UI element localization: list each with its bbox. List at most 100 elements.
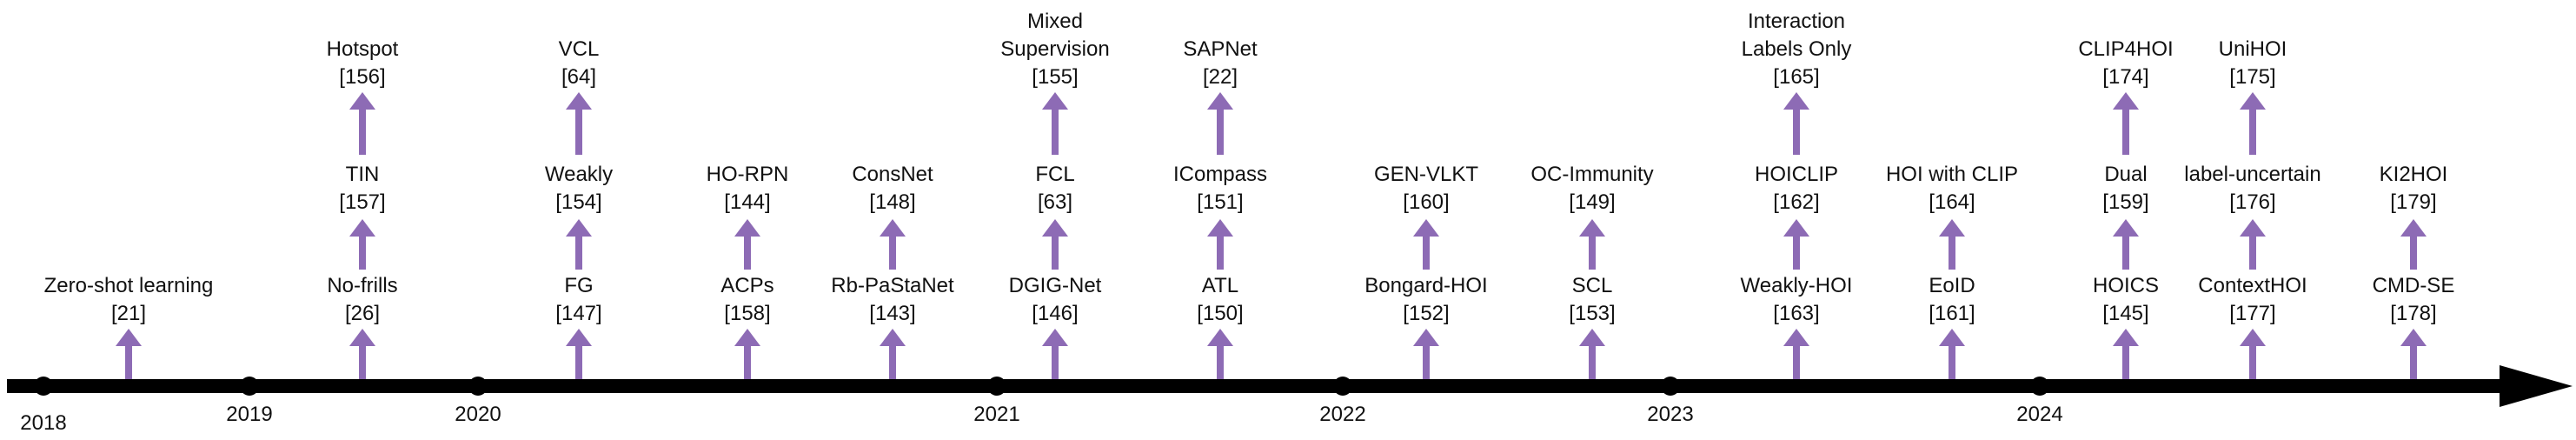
method-ref: [147] [555, 302, 601, 325]
method-label: No-frills [26] [327, 274, 397, 325]
method-ref: [156] [339, 65, 385, 89]
method-name: UniHOI [2219, 37, 2287, 61]
method-name: CMD-SE [2373, 274, 2455, 297]
method-ref: [26] [345, 302, 380, 325]
year-label: 2024 [2016, 403, 2062, 426]
arrow-head [1413, 329, 1439, 346]
method-name: ICompass [1173, 163, 1267, 186]
arrow-head [566, 329, 592, 346]
method-name: FCL [1035, 163, 1074, 186]
arrow-shaft [2410, 344, 2417, 379]
arrow-head [116, 329, 142, 346]
arrow-shaft [2249, 344, 2256, 379]
arrow-shaft [744, 344, 751, 379]
method-label: ConsNet [148] [852, 163, 933, 214]
method-label: UniHOI [175] [2219, 37, 2287, 89]
method-label: HO-RPN [144] [707, 163, 789, 214]
year-label: 2022 [1319, 403, 1365, 426]
arrow-head [2240, 219, 2266, 237]
method-ref: [164] [1929, 190, 1975, 214]
arrow-head [1042, 219, 1068, 237]
method-label: ACPs [158] [720, 274, 773, 325]
arrow-head [1413, 219, 1439, 237]
method-entry: FCL [63] [1035, 163, 1075, 270]
method-label: Weakly-HOI [163] [1741, 274, 1853, 325]
method-entry: CLIP4HOI [174] [2078, 37, 2174, 155]
arrow-head [2113, 329, 2139, 346]
method-column: DGIG-Net [146] FCL [63] Mixed Supervision [155… [1000, 10, 1110, 379]
arrow-head [880, 219, 906, 237]
method-ref: [158] [724, 302, 770, 325]
method-entry: ATL [150] [1197, 274, 1244, 379]
method-name: ContextHOI [2198, 274, 2307, 297]
arrow-shaft [575, 344, 582, 379]
method-ref: [63] [1038, 190, 1072, 214]
arrow-head [1783, 219, 1809, 237]
method-entry: HOICLIP [162] [1755, 163, 1838, 270]
method-name: label-uncertain [2184, 163, 2320, 186]
method-name: Rb-PaStaNet [831, 274, 954, 297]
method-column: HOICS [145] Dual [159] CLIP4HOI [174] [2078, 37, 2174, 379]
arrow-shaft [1052, 235, 1059, 270]
method-column: ACPs [158] HO-RPN [144] [707, 163, 789, 379]
arrow-head [1783, 329, 1809, 346]
method-name: TIN [346, 163, 380, 186]
arrow-head [1579, 219, 1605, 237]
method-name: Mixed [1027, 10, 1083, 33]
method-ref: [174] [2102, 65, 2148, 89]
arrow-head [734, 329, 760, 346]
method-label: Rb-PaStaNet [143] [831, 274, 954, 325]
arrow-head [2400, 329, 2427, 346]
method-entry: ICompass [151] [1173, 163, 1267, 270]
method-entry: VCL [64] [559, 37, 599, 155]
method-label: label-uncertain [176] [2184, 163, 2320, 214]
method-entry: EoID [161] [1929, 274, 1975, 379]
arrow-shaft [2122, 344, 2129, 379]
method-name: Weakly [545, 163, 613, 186]
method-entry: No-frills [26] [327, 274, 398, 379]
method-name: DGIG-Net [1009, 274, 1102, 297]
method-entry: HOICS [145] [2093, 274, 2159, 379]
arrow-shaft [359, 108, 366, 155]
year-dot [468, 377, 488, 396]
arrow-shaft [1793, 344, 1800, 379]
method-ref: [64] [561, 65, 596, 89]
year-label: 2021 [973, 403, 1019, 426]
arrow-shaft [2410, 235, 2417, 270]
method-name: FG [564, 274, 593, 297]
method-label: OC-Immunity [149] [1530, 163, 1653, 214]
method-name: Zero-shot learning [44, 274, 214, 297]
arrow-shaft [1589, 235, 1596, 270]
method-label: CLIP4HOI [174] [2078, 37, 2173, 89]
arrow-shaft [1589, 344, 1596, 379]
method-label: ICompass [151] [1173, 163, 1267, 214]
method-entry: ACPs [158] [720, 274, 774, 379]
method-entry: HOI with CLIP [164] [1886, 163, 2018, 270]
method-ref: [178] [2390, 302, 2436, 325]
arrow-head [1939, 219, 1965, 237]
method-label: ATL [150] [1197, 274, 1243, 325]
method-name: ConsNet [852, 163, 933, 186]
method-label: FCL [63] [1035, 163, 1074, 214]
method-name: Weakly-HOI [1741, 274, 1853, 297]
method-entry: Zero-shot learning [21] [44, 274, 214, 379]
method-ref: [152] [1403, 302, 1449, 325]
method-ref: [153] [1569, 302, 1615, 325]
arrow-head [1207, 329, 1233, 346]
method-label: ContextHOI [177] [2198, 274, 2307, 325]
axis-arrowhead [2500, 365, 2573, 407]
arrow-shaft [889, 344, 896, 379]
method-label: CMD-SE [178] [2373, 274, 2455, 325]
arrow-shaft [889, 235, 896, 270]
method-entry: ConsNet [148] [852, 163, 933, 270]
arrow-shaft [1217, 344, 1224, 379]
method-entry: OC-Immunity [149] [1530, 163, 1654, 270]
year-dot [987, 377, 1006, 396]
method-entry: Interaction Labels Only [165] [1742, 10, 1851, 155]
method-label: KI2HOI [179] [2380, 163, 2448, 214]
year-dot [34, 377, 53, 396]
method-label: Dual [159] [2102, 163, 2148, 214]
method-ref: [155] [1032, 65, 1078, 89]
method-ref: [163] [1773, 302, 1819, 325]
